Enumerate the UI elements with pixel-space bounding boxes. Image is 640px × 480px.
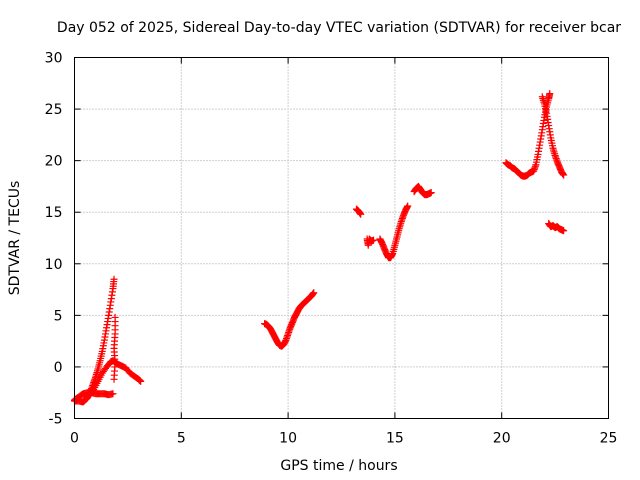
series-arc-k — [545, 220, 568, 235]
y-tick-label: 0 — [54, 360, 63, 376]
y-tick-label: 10 — [45, 257, 63, 273]
data-point — [370, 236, 378, 244]
x-tick-label: 15 — [386, 431, 404, 447]
series-arc-g — [376, 202, 412, 262]
y-tick-label: 5 — [54, 308, 63, 324]
data-points — [71, 90, 568, 406]
x-tick-label: 20 — [493, 431, 511, 447]
y-tick-label: -5 — [49, 412, 63, 428]
data-point — [137, 377, 145, 385]
series-arc-e — [352, 205, 365, 218]
y-axis-label: SDTVAR / TECUs — [7, 181, 23, 296]
y-tick-label: 30 — [45, 51, 63, 67]
y-tick-label: 15 — [45, 205, 63, 221]
data-point — [560, 227, 568, 235]
x-tick-label: 5 — [177, 431, 186, 447]
data-point — [404, 202, 412, 210]
tick-labels: 0 5 10 15 20 25 -5 0 5 10 15 20 25 30 — [45, 51, 618, 447]
series-spike — [110, 313, 119, 383]
data-point — [109, 390, 117, 398]
x-tick-label: 10 — [279, 431, 297, 447]
data-point — [111, 313, 119, 321]
data-point — [427, 189, 435, 197]
axis-ticks — [74, 57, 609, 419]
x-axis-label: GPS time / hours — [280, 458, 397, 474]
data-point — [560, 171, 568, 179]
y-tick-label: 20 — [45, 154, 63, 170]
plot-frame — [74, 57, 609, 419]
data-point — [546, 90, 554, 98]
series-arc-h — [410, 182, 435, 199]
y-tick-label: 25 — [45, 102, 63, 118]
data-point — [357, 210, 365, 218]
series-arc-d — [261, 289, 318, 350]
chart-title: Day 052 of 2025, Sidereal Day-to-day VTE… — [57, 20, 621, 36]
grid — [74, 57, 609, 419]
x-tick-label: 0 — [70, 431, 79, 447]
series-arc-c — [71, 389, 117, 404]
x-tick-label: 25 — [600, 431, 618, 447]
series-arc-f — [363, 235, 378, 249]
data-point — [310, 289, 318, 297]
data-point — [110, 275, 118, 283]
series-arc-j — [538, 93, 568, 179]
